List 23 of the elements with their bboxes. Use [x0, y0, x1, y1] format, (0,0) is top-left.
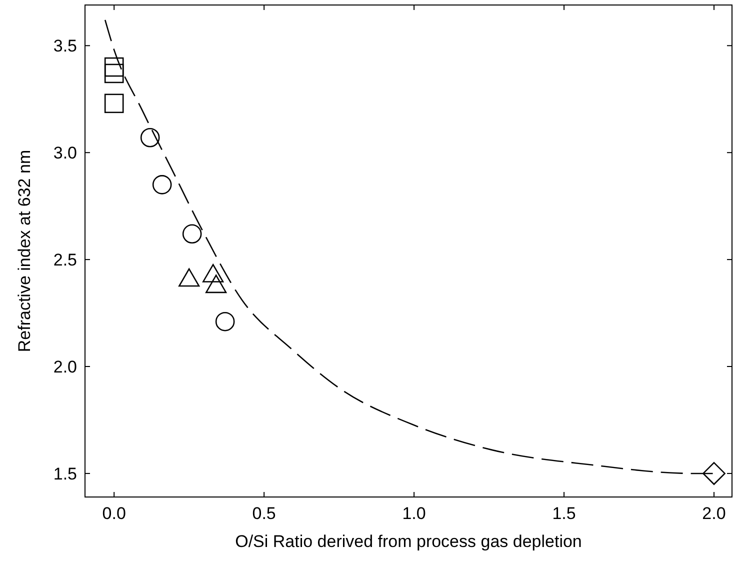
point	[206, 274, 227, 294]
point	[182, 224, 202, 244]
y-tick-label: 3.0	[53, 144, 77, 163]
point	[104, 64, 124, 84]
y-tick-label: 1.5	[53, 464, 77, 484]
point	[104, 94, 124, 114]
x-tick-label: 1.5	[552, 504, 576, 523]
y-tick-label: 2.0	[53, 357, 77, 376]
point	[202, 264, 224, 282]
point	[140, 128, 160, 148]
x-axis-title: O/Si Ratio derived from process gas depletion	[235, 532, 582, 551]
point	[702, 462, 726, 485]
point	[215, 312, 235, 332]
point	[152, 175, 172, 194]
point	[104, 57, 124, 77]
y-axis-title: Refractive index at 632 nm	[15, 150, 34, 352]
x-tick-label: 1.0	[402, 504, 426, 523]
y-tick-label: 3.5	[53, 36, 77, 56]
point	[178, 268, 200, 287]
x-tick-label: 2.0	[702, 504, 726, 523]
x-tick-label: 0.0	[102, 504, 126, 523]
x-tick-label: 0.5	[252, 504, 276, 523]
y-tick-label: 2.5	[53, 250, 77, 270]
